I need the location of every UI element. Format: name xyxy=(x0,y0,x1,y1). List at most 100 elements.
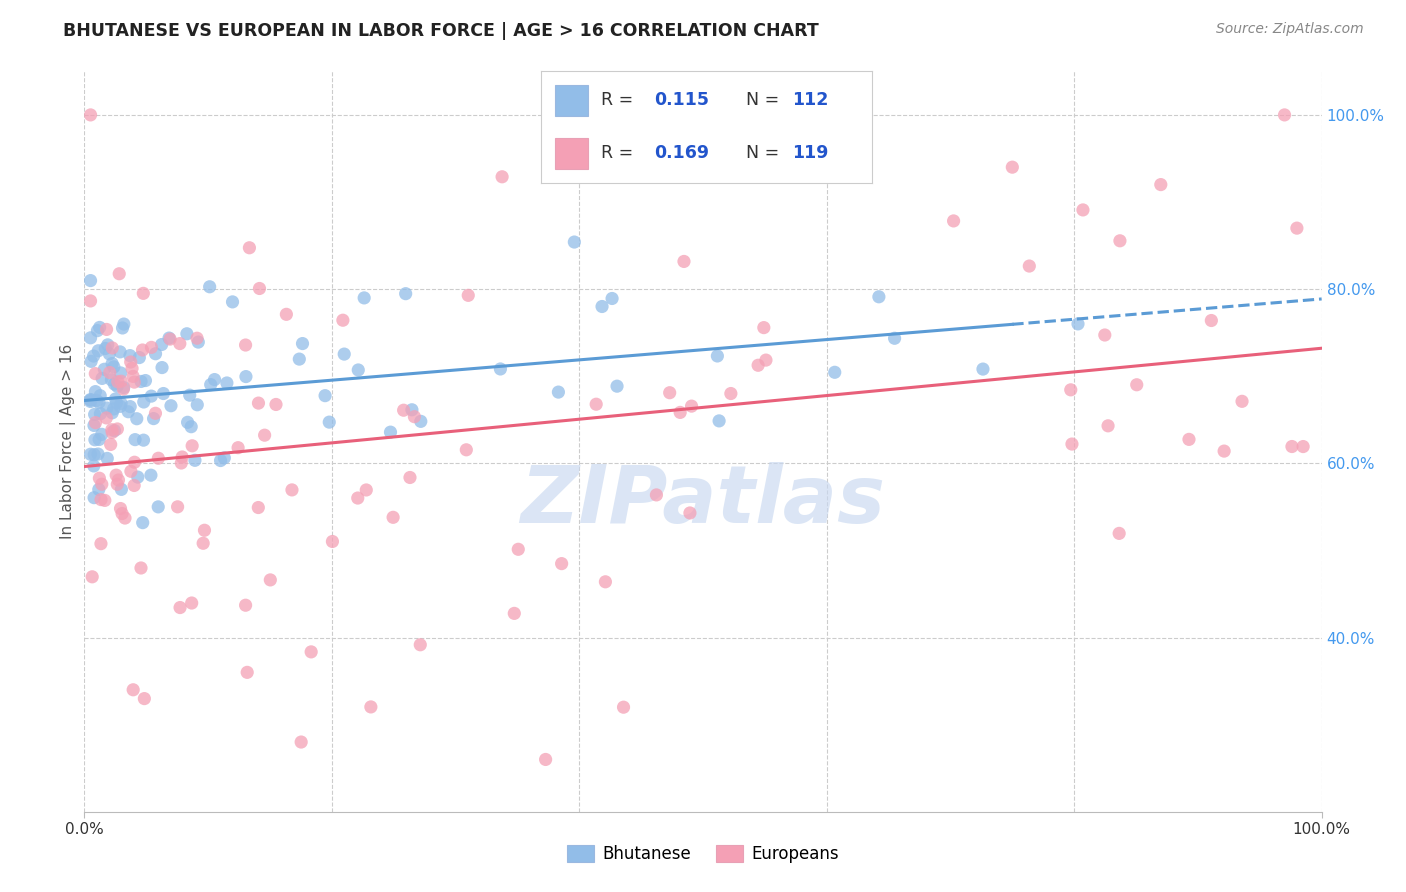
Europeans xyxy=(669,405,692,419)
Europeans xyxy=(281,483,304,497)
Europeans xyxy=(105,477,128,491)
Europeans xyxy=(679,506,702,520)
Europeans xyxy=(191,536,214,550)
Bhutanese xyxy=(83,491,105,505)
Bhutanese xyxy=(380,425,402,439)
Europeans xyxy=(90,537,112,551)
Text: N =: N = xyxy=(747,91,785,109)
Bhutanese xyxy=(606,379,628,393)
Europeans xyxy=(90,492,112,507)
Bhutanese xyxy=(214,450,236,465)
Bhutanese xyxy=(118,349,141,363)
Europeans xyxy=(259,573,281,587)
Europeans xyxy=(122,478,145,492)
Europeans xyxy=(1285,221,1308,235)
Europeans xyxy=(752,320,775,334)
Bhutanese xyxy=(145,347,167,361)
Europeans xyxy=(172,450,194,464)
Bhutanese xyxy=(84,384,107,399)
Europeans xyxy=(134,691,156,706)
Europeans xyxy=(166,500,188,514)
Bhutanese xyxy=(176,326,198,341)
Bhutanese xyxy=(83,349,105,363)
Bhutanese xyxy=(129,375,152,389)
Bhutanese xyxy=(132,433,155,447)
Legend: Bhutanese, Europeans: Bhutanese, Europeans xyxy=(561,838,845,870)
Europeans xyxy=(253,428,276,442)
Bhutanese xyxy=(314,389,336,403)
Bhutanese xyxy=(152,386,174,401)
Bhutanese xyxy=(105,379,128,393)
Europeans xyxy=(612,700,634,714)
Europeans xyxy=(235,599,257,613)
Europeans xyxy=(226,441,249,455)
Europeans xyxy=(111,507,134,521)
Europeans xyxy=(89,471,111,485)
Bhutanese xyxy=(353,291,375,305)
Bhutanese xyxy=(89,389,111,403)
Europeans xyxy=(942,214,965,228)
Europeans xyxy=(107,473,129,487)
Bhutanese xyxy=(79,331,101,345)
Europeans xyxy=(132,286,155,301)
Europeans xyxy=(247,500,270,515)
Bhutanese xyxy=(96,401,118,415)
Bhutanese xyxy=(89,407,111,421)
Europeans xyxy=(79,293,101,308)
Bhutanese xyxy=(94,342,117,356)
Europeans xyxy=(276,307,298,321)
Europeans xyxy=(456,442,478,457)
Europeans xyxy=(360,700,382,714)
Bhutanese xyxy=(98,347,121,361)
Europeans xyxy=(101,425,124,440)
Text: 0.169: 0.169 xyxy=(654,145,709,162)
Bhutanese xyxy=(83,458,105,473)
Bhutanese xyxy=(333,347,356,361)
Bhutanese xyxy=(150,360,173,375)
Bhutanese xyxy=(86,324,108,338)
Bhutanese xyxy=(104,392,127,406)
Europeans xyxy=(1178,433,1201,447)
Bhutanese xyxy=(117,405,139,419)
Europeans xyxy=(332,313,354,327)
Text: ZIPatlas: ZIPatlas xyxy=(520,462,886,540)
Europeans xyxy=(169,336,191,351)
Bhutanese xyxy=(868,290,890,304)
Bhutanese xyxy=(128,351,150,365)
Bhutanese xyxy=(79,392,101,407)
FancyBboxPatch shape xyxy=(554,85,588,116)
Europeans xyxy=(264,397,287,411)
Europeans xyxy=(120,464,142,478)
Text: Source: ZipAtlas.com: Source: ZipAtlas.com xyxy=(1216,22,1364,37)
Europeans xyxy=(236,665,259,680)
Europeans xyxy=(299,645,322,659)
Bhutanese xyxy=(186,398,208,412)
Bhutanese xyxy=(112,317,135,331)
Europeans xyxy=(120,355,142,369)
Bhutanese xyxy=(83,408,105,422)
Bhutanese xyxy=(125,411,148,425)
Europeans xyxy=(755,353,778,368)
Bhutanese xyxy=(187,335,209,350)
Europeans xyxy=(235,338,257,352)
Europeans xyxy=(1060,437,1083,451)
Bhutanese xyxy=(347,363,370,377)
Bhutanese xyxy=(200,377,222,392)
Europeans xyxy=(1097,418,1119,433)
Europeans xyxy=(98,366,121,380)
Europeans xyxy=(658,385,681,400)
Bhutanese xyxy=(127,470,149,484)
Text: R =: R = xyxy=(600,91,638,109)
Bhutanese xyxy=(209,453,232,467)
Europeans xyxy=(1213,444,1236,458)
Europeans xyxy=(399,470,422,484)
Europeans xyxy=(290,735,312,749)
Bhutanese xyxy=(547,385,569,400)
Text: BHUTANESE VS EUROPEAN IN LABOR FORCE | AGE > 16 CORRELATION CHART: BHUTANESE VS EUROPEAN IN LABOR FORCE | A… xyxy=(63,22,820,40)
Bhutanese xyxy=(83,448,105,462)
Europeans xyxy=(79,108,101,122)
Europeans xyxy=(186,331,208,345)
Bhutanese xyxy=(89,320,111,334)
Europeans xyxy=(747,358,769,372)
Europeans xyxy=(681,399,703,413)
